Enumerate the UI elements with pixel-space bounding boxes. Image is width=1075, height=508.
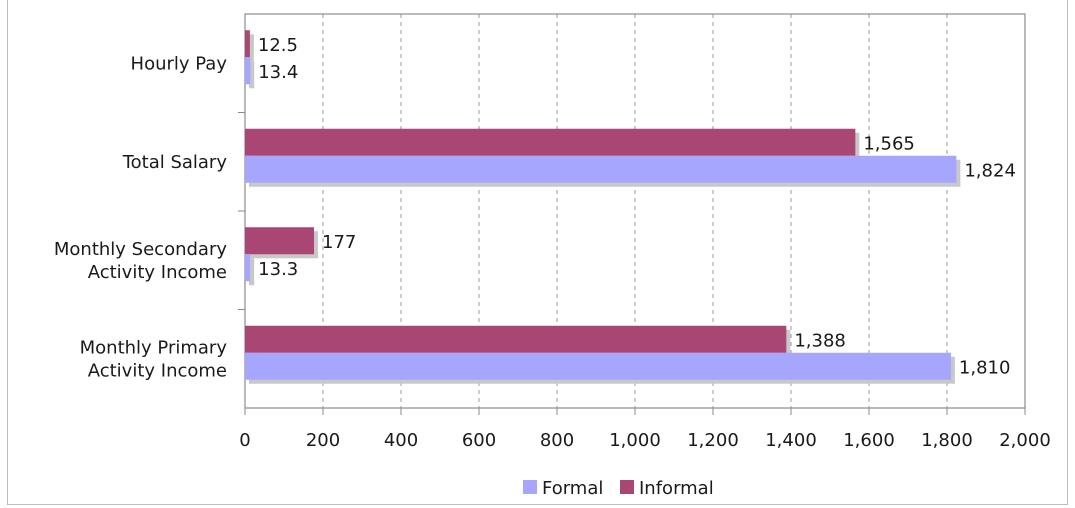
- x-axis-ticks: 0 200 400 600 800 1,000 1,200 1,400 1,600 1,800 2,…: [239, 408, 1051, 451]
- legend-label: Formal: [542, 478, 603, 499]
- data-label: 1,388: [794, 330, 846, 351]
- x-tick-label: 400: [384, 430, 418, 451]
- x-tick-label: 2,000: [999, 430, 1051, 451]
- x-tick-label: 1,000: [609, 430, 661, 451]
- bar-shadow: [249, 61, 255, 89]
- bar-formal: [245, 57, 251, 85]
- x-tick-label: 800: [540, 430, 574, 451]
- data-label: 12.5: [258, 35, 298, 56]
- x-tick-label: 1,400: [765, 430, 817, 451]
- data-label: 13.3: [258, 259, 298, 280]
- x-tick-label: 200: [306, 430, 340, 451]
- x-tick-label: 1,200: [687, 430, 739, 451]
- category-label: Monthly Primary: [80, 337, 228, 358]
- bar-formal: [245, 155, 957, 183]
- data-label: 1,824: [964, 160, 1016, 181]
- data-label: 1,810: [959, 357, 1011, 378]
- bars-group: [245, 30, 961, 384]
- bar-shadow: [249, 34, 254, 62]
- bar-informal: [245, 325, 787, 353]
- x-tick-label: 1,800: [921, 430, 973, 451]
- legend-swatch: [620, 480, 634, 494]
- category-label: Activity Income: [88, 262, 227, 283]
- data-labels-group: 12.5 13.4 1,565 1,824 177 13.3 1,388 1,810: [258, 35, 1016, 379]
- bar-formal: [245, 352, 951, 380]
- x-tick-label: 1,600: [843, 430, 895, 451]
- x-tick-label: 0: [239, 430, 250, 451]
- data-label: 177: [322, 232, 356, 253]
- category-label: Monthly Secondary: [54, 239, 227, 260]
- data-label: 13.4: [258, 62, 298, 83]
- legend-swatch: [523, 480, 537, 494]
- bar-informal: [245, 30, 250, 58]
- data-label: 1,565: [863, 133, 915, 154]
- bar-informal: [245, 128, 856, 156]
- category-label: Total Salary: [122, 152, 228, 173]
- x-tick-label: 600: [462, 430, 496, 451]
- legend-label: Informal: [639, 478, 714, 499]
- bar-shadow: [249, 258, 255, 286]
- category-label: Hourly Pay: [131, 53, 228, 74]
- bar-informal: [245, 227, 315, 255]
- chart-frame: [7, 0, 1068, 505]
- bar-formal: [245, 254, 251, 282]
- category-label: Activity Income: [88, 360, 227, 381]
- legend: Formal Informal: [523, 478, 714, 499]
